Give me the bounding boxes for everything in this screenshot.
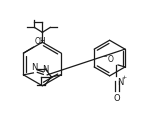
Text: N: N <box>117 78 123 87</box>
Text: +: + <box>121 75 126 80</box>
Text: $^-$O: $^-$O <box>101 53 115 64</box>
Text: OH: OH <box>34 37 46 46</box>
Text: N: N <box>31 63 38 72</box>
Text: N: N <box>42 65 48 74</box>
Text: O: O <box>114 94 120 103</box>
